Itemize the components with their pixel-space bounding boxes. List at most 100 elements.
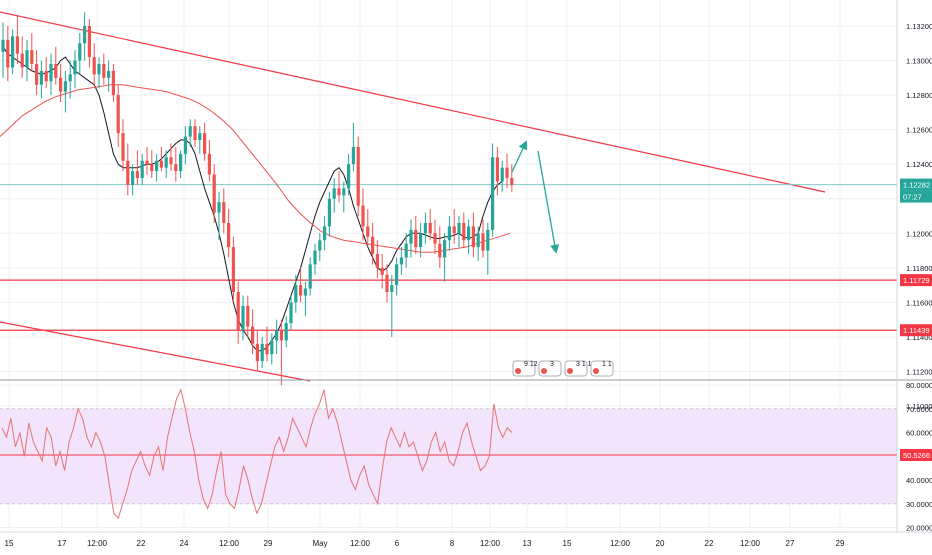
candle (116, 84, 120, 147)
event-flag-icon (515, 368, 521, 374)
candle (198, 126, 202, 154)
rsi-tick-label: 30.0000 (906, 500, 932, 509)
candle (207, 140, 211, 182)
candle-body (385, 274, 389, 293)
candle (294, 274, 298, 313)
candle-body (169, 157, 173, 165)
candle (135, 150, 139, 185)
candle-body (428, 222, 432, 234)
candle-body (375, 254, 379, 268)
candle (476, 226, 480, 261)
candle (342, 181, 346, 213)
candle-body (179, 153, 183, 172)
candle-body (92, 57, 96, 75)
candle (255, 330, 259, 372)
candle-body (203, 133, 207, 154)
candle (241, 295, 245, 341)
candle (433, 219, 437, 255)
candle (131, 164, 135, 196)
time-tick-label: 22 (137, 539, 146, 548)
time-tick-label: 6 (395, 539, 400, 548)
candle-body (15, 36, 19, 54)
candle (361, 188, 365, 241)
candle (111, 64, 115, 103)
price-badge-label: 1.11729 (903, 276, 930, 285)
candle (380, 254, 384, 289)
candle (222, 188, 226, 234)
candle (414, 216, 418, 255)
price-tick-label: 1.11800 (906, 264, 932, 273)
candle (78, 32, 82, 75)
candle-body (380, 267, 384, 275)
candle (327, 191, 331, 237)
candle-body (447, 226, 451, 241)
rsi-line (1, 388, 513, 519)
candle-body (491, 157, 495, 230)
candle (510, 164, 514, 192)
time-tick-label: 8 (450, 539, 455, 548)
candle-body (308, 264, 312, 289)
time-tick-label: 24 (180, 539, 189, 548)
candle (265, 326, 269, 362)
candle (227, 209, 231, 258)
candle (356, 136, 360, 217)
candle (423, 212, 427, 244)
candle-body (236, 292, 240, 331)
candle-body (97, 64, 101, 75)
candle-body (275, 330, 279, 341)
candle-body (419, 233, 423, 248)
price-tick-label: 1.13200 (906, 22, 932, 31)
candle-body (140, 160, 144, 179)
candle (155, 153, 159, 182)
candle (447, 216, 451, 251)
rsi-pane (0, 388, 897, 519)
candle (471, 212, 475, 258)
candle (347, 153, 351, 196)
candle-body (217, 202, 221, 213)
price-tick-label: 1.12800 (906, 91, 932, 100)
candle-body (486, 229, 490, 251)
candle (6, 26, 10, 82)
candle-body (102, 64, 106, 78)
rsi-badge-label: 50.5266 (903, 451, 930, 460)
candle (462, 212, 466, 248)
candle-body (241, 305, 245, 331)
candle (457, 216, 461, 248)
candle-body (68, 74, 72, 82)
candle-body (327, 198, 331, 227)
price-tick-label: 1.12600 (906, 126, 932, 135)
candle (59, 64, 63, 103)
candle (236, 281, 240, 344)
candle (375, 240, 379, 279)
price-badge: 1.12282 (900, 178, 932, 191)
candle-body (399, 257, 403, 265)
candle-body (246, 305, 250, 327)
candle-body (121, 133, 125, 161)
candle (251, 309, 255, 355)
candle-body (231, 247, 235, 293)
projection-arrow-up (511, 140, 528, 173)
candle-body (423, 222, 427, 234)
candle (179, 150, 183, 179)
candle-body (303, 288, 307, 296)
candle (409, 219, 413, 258)
event-flag-icon (541, 368, 547, 374)
candle (30, 32, 34, 71)
candle (443, 233, 447, 282)
candle (404, 233, 408, 268)
candle (39, 60, 43, 99)
candle (308, 257, 312, 296)
candle-body (188, 126, 192, 137)
time-tick-label: 15 (563, 539, 572, 548)
candle-body (174, 164, 178, 172)
candle-body (505, 167, 509, 179)
candle-body (116, 95, 120, 134)
candle-body (87, 26, 91, 58)
candle-body (270, 340, 274, 355)
economic-event-marker: 9 12 (512, 360, 538, 377)
candle-body (471, 226, 475, 248)
candle-body (265, 343, 269, 355)
candle (332, 178, 336, 213)
rsi-tick-label: 40.0000 (906, 476, 932, 485)
time-tick-label: 12:00 (740, 539, 761, 548)
